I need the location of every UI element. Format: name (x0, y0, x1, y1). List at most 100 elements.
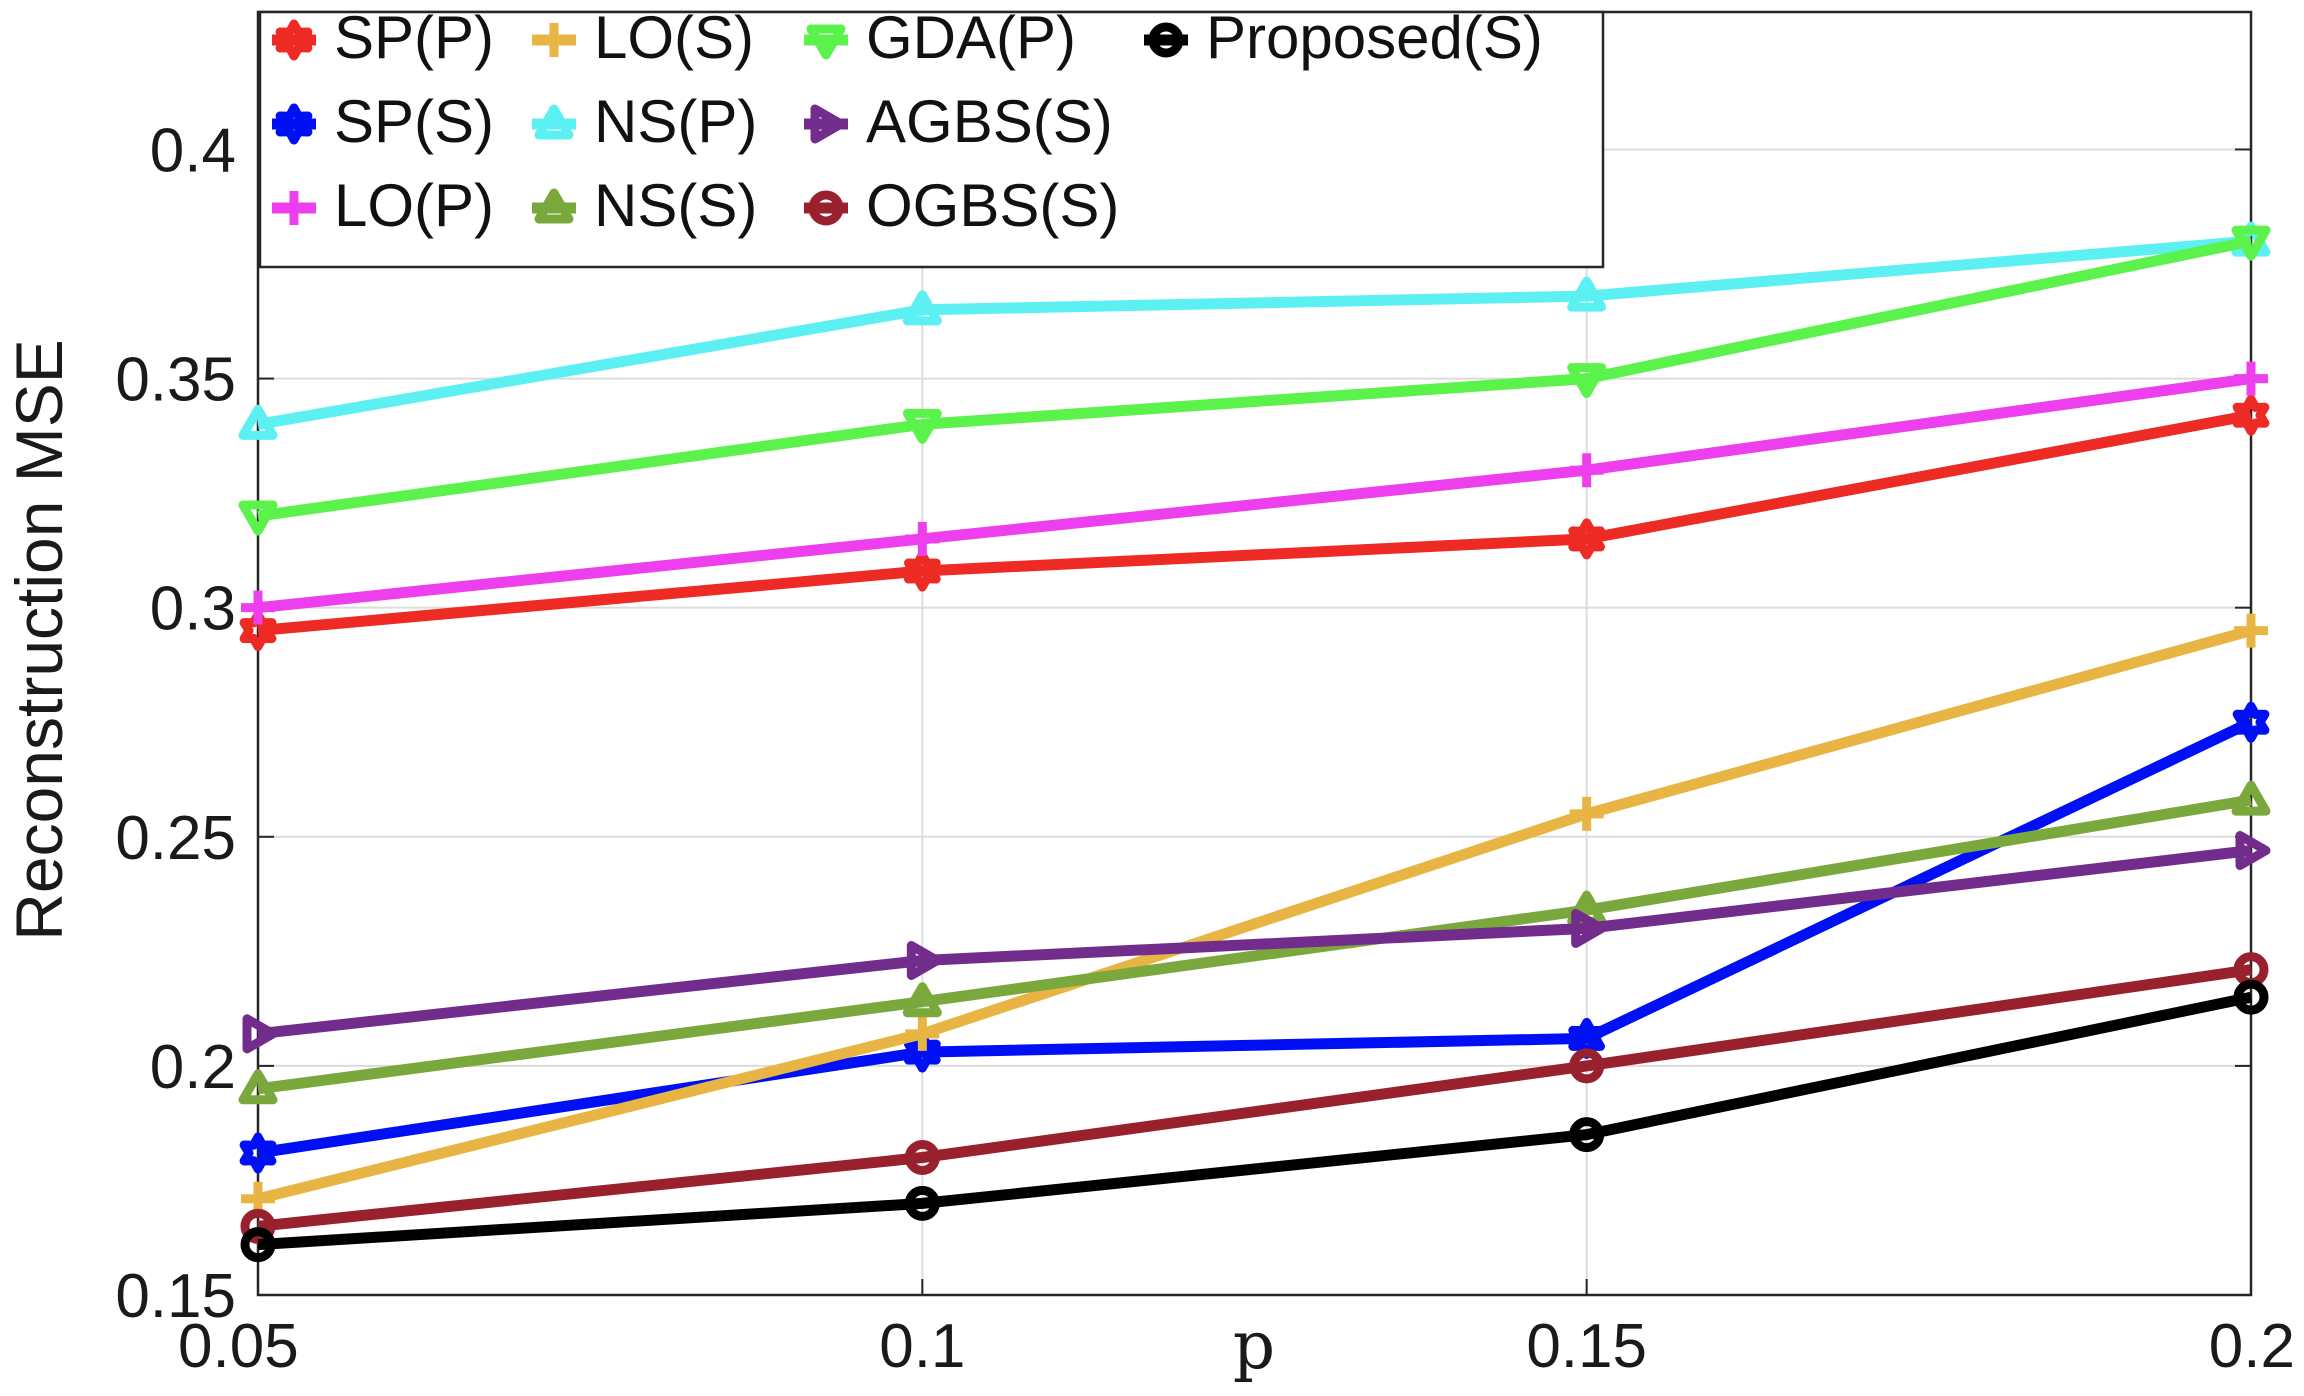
legend-marker (275, 103, 313, 145)
legend-marker (275, 19, 313, 61)
legend-item: NS(S) (532, 172, 757, 239)
legend-label: LO(P) (334, 172, 494, 239)
legend-item: OGBS(S) (804, 172, 1119, 239)
data-point (2232, 701, 2270, 743)
data-point (904, 1140, 940, 1176)
x-axis-label: p (1233, 1307, 1275, 1384)
y-tick-label: 0.15 (115, 1262, 236, 1331)
series-line (257, 845, 2252, 1040)
y-tick-label: 0.25 (115, 804, 236, 873)
axes: 0.05 0.1 0.15 0.2 0.15 0.2 0.25 0.3 0.35 0.4 (115, 10, 2295, 1381)
series-layer (238, 221, 2271, 1263)
series-SP(P) (239, 394, 2270, 652)
data-point (239, 610, 277, 652)
legend-marker (810, 104, 846, 144)
data-point (902, 290, 942, 326)
data-point (2231, 225, 2271, 261)
data-point (1569, 796, 1604, 831)
y-tick-label: 0.4 (150, 116, 236, 185)
x-tick-label: 0.05 (178, 1312, 299, 1381)
series-NS(P) (238, 221, 2271, 440)
legend-box (258, 10, 1605, 269)
legend-marker (537, 23, 571, 57)
data-point (904, 550, 941, 592)
data-point (2233, 979, 2269, 1015)
legend-item: LO(S) (532, 4, 754, 71)
y-tick-label: 0.2 (150, 1033, 236, 1102)
data-point (1569, 453, 1604, 488)
y-axis-label: Reconstruction MSE (2, 339, 76, 941)
legend-item: AGBS(S) (804, 88, 1113, 155)
series-line (257, 794, 2252, 1095)
legend-label: SP(P) (334, 4, 494, 71)
data-point (240, 1227, 276, 1263)
legend-item: SP(S) (272, 88, 494, 155)
y-tick-label: 0.3 (150, 575, 236, 644)
data-point (238, 404, 278, 440)
series-LO(P) (241, 361, 2268, 625)
data-point (2235, 831, 2271, 871)
data-point (1569, 1048, 1605, 1084)
x-tick-label: 0.15 (1526, 1312, 1647, 1381)
legend-marker (277, 191, 311, 225)
series-LO(S) (241, 613, 2268, 1216)
legend-label: AGBS(S) (866, 88, 1113, 155)
legend-label: Proposed(S) (1206, 4, 1543, 71)
legend-marker (806, 24, 846, 60)
data-point (238, 1069, 278, 1105)
legend-item: NS(P) (532, 88, 757, 155)
data-point (241, 590, 275, 625)
series-line (257, 235, 2252, 430)
data-point (905, 521, 940, 556)
legend-marker (1148, 22, 1184, 58)
data-point (2231, 780, 2271, 816)
legend-marker (534, 188, 574, 224)
data-point (1567, 363, 1607, 399)
legend-label: OGBS(S) (866, 172, 1119, 239)
data-point (905, 1016, 940, 1051)
legend-label: GDA(P) (866, 4, 1076, 71)
data-point (904, 1185, 940, 1221)
data-point (239, 1132, 277, 1174)
series-GDA(P) (238, 225, 2271, 536)
data-point (904, 1031, 941, 1073)
x-tick-label: 0.1 (879, 1312, 965, 1381)
legend-marker (534, 104, 574, 140)
series-AGBS(S) (242, 831, 2271, 1054)
legend-label: SP(S) (334, 88, 494, 155)
series-NS(S) (238, 780, 2271, 1105)
data-point (2234, 361, 2268, 396)
data-point (2232, 394, 2270, 436)
legend-item: SP(P) (272, 4, 494, 71)
series-line (257, 409, 2253, 637)
series-line (257, 235, 2253, 522)
legend-marker (808, 190, 844, 226)
legend-label: NS(S) (594, 172, 757, 239)
series-line (257, 717, 2254, 1159)
series-line (256, 625, 2253, 1205)
data-point (1571, 908, 1607, 948)
series-line (257, 991, 2253, 1251)
series-SP(S) (239, 701, 2270, 1174)
data-point (902, 982, 942, 1018)
legend: SP(P) LO(S) GDA(P) Proposed(S) SP(S) NS(P) AGB… (258, 4, 1605, 269)
legend-label: LO(S) (594, 4, 754, 71)
y-tick-label: 0.35 (115, 346, 236, 415)
data-point (906, 941, 942, 981)
legend-item: GDA(P) (804, 4, 1076, 71)
legend-item: Proposed(S) (1144, 4, 1543, 71)
data-point (902, 408, 942, 444)
data-point (1568, 518, 1605, 560)
data-point (242, 1014, 278, 1054)
data-point (2234, 613, 2268, 648)
legend-item: LO(P) (272, 172, 494, 239)
x-tick-label: 0.2 (2209, 1312, 2295, 1381)
data-point (1569, 1117, 1605, 1153)
legend-label: NS(P) (594, 88, 757, 155)
series-line (257, 373, 2252, 614)
series-line (257, 964, 2252, 1232)
series-Proposed(S) (240, 979, 2269, 1263)
data-point (1567, 276, 1607, 312)
data-point (238, 500, 278, 536)
